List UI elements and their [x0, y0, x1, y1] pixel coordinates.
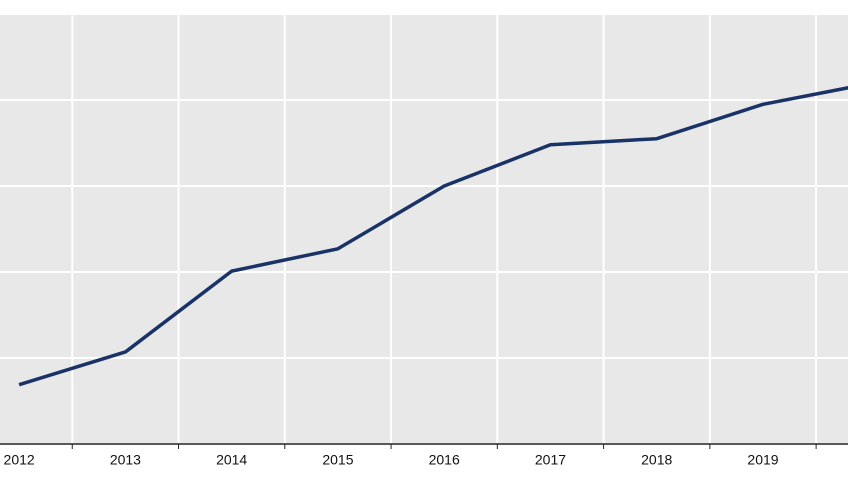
x-tick-label: 2013	[110, 452, 141, 468]
data-line	[18, 86, 848, 387]
x-tick-label: 2017	[535, 452, 566, 468]
x-tick-label: 2015	[322, 452, 353, 468]
x-tick-label: 2016	[429, 452, 460, 468]
x-tick-label: 2018	[641, 452, 672, 468]
x-tick-label: 2019	[747, 452, 778, 468]
plot-background	[0, 14, 848, 444]
x-tick-label: 2012	[4, 452, 35, 468]
x-tick-label: 2014	[216, 452, 247, 468]
